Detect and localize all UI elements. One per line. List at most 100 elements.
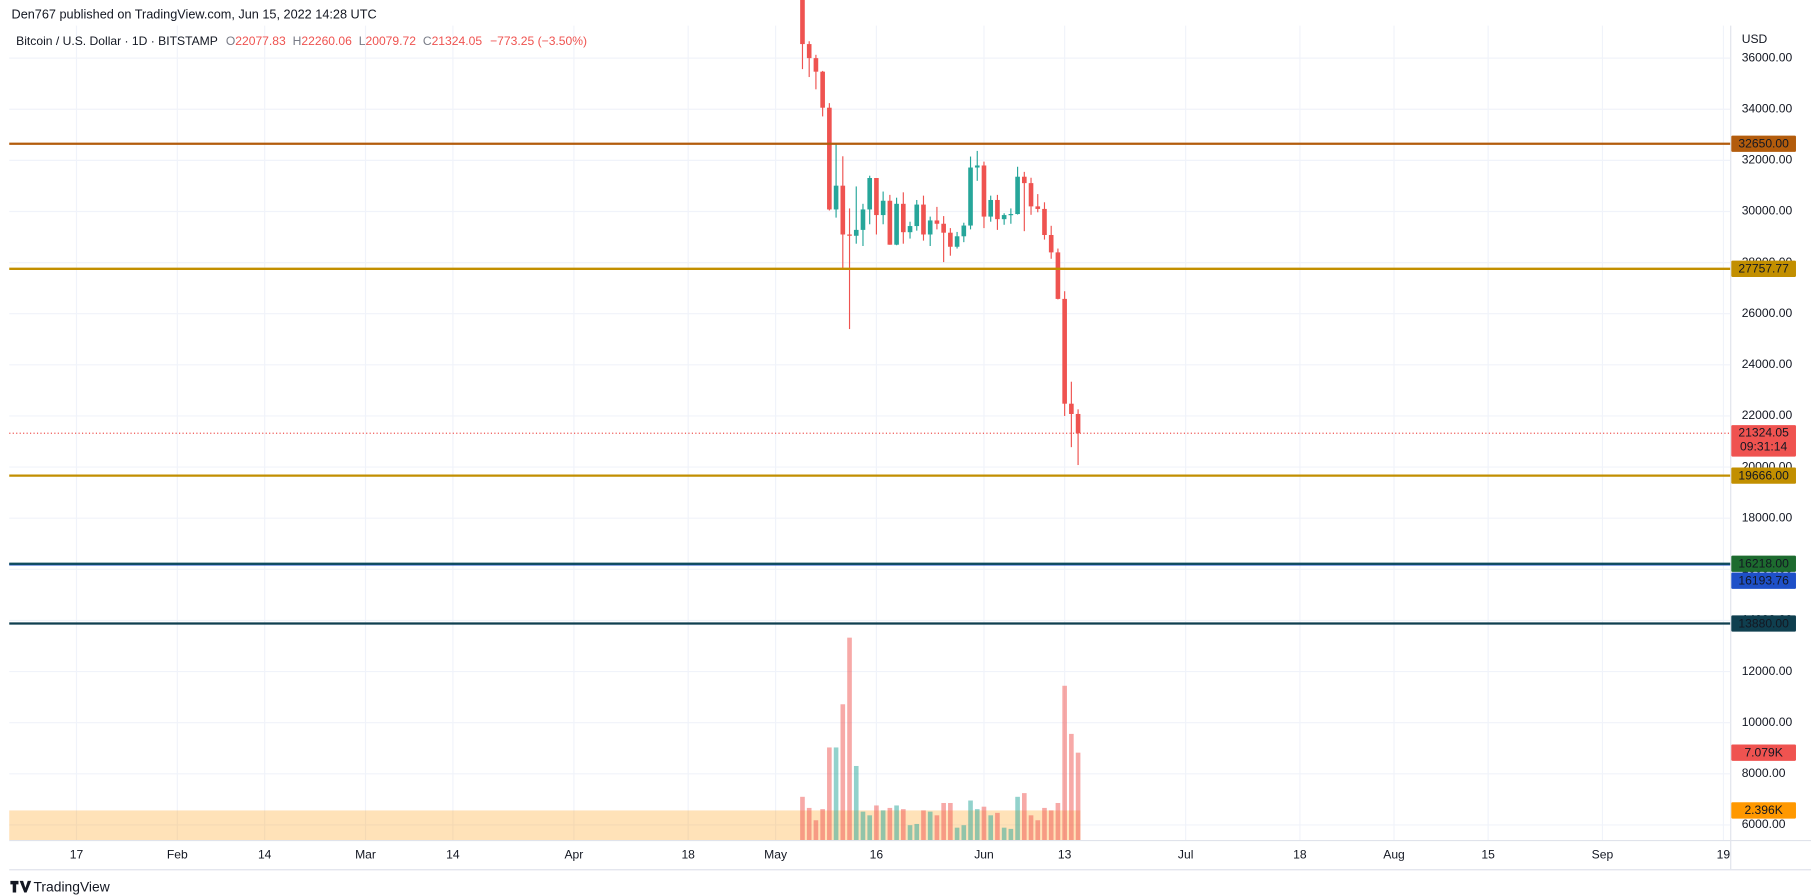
volume-bar — [874, 805, 879, 840]
volume-bar — [974, 809, 980, 840]
volume-bar — [1069, 733, 1074, 840]
volume-bar — [1075, 752, 1081, 840]
x-tick-label: Feb — [167, 847, 188, 861]
overlay: 17 Feb 14 Mar 14 Apr 18 May 16 Jun 13 Jul 18 Aug 15 Sep… — [70, 50, 1796, 861]
volume-bar — [968, 800, 973, 840]
x-tick-label: 13 — [1058, 847, 1072, 861]
candle-body — [981, 165, 987, 217]
candle-body — [954, 236, 960, 247]
volume-ma-label-bg — [1731, 802, 1796, 819]
candle-body — [907, 226, 913, 233]
x-tick-label: May — [764, 847, 788, 861]
candle-body — [833, 185, 839, 210]
x-tick-label: 14 — [258, 847, 272, 861]
x-tick-label: Sep — [1592, 847, 1614, 861]
x-tick-label: Mar — [355, 847, 376, 861]
volume-bar — [1021, 793, 1027, 840]
volume-bar — [880, 810, 886, 840]
c-value: 21324.05 — [432, 34, 483, 48]
candle-body — [1008, 214, 1014, 216]
y-tick-label: 8000.00 — [1742, 766, 1786, 780]
y-tick-label: 26000.00 — [1742, 306, 1793, 320]
candle-body — [934, 220, 940, 224]
volume-bar — [1028, 815, 1034, 840]
change: −773.25 (−3.50%) — [490, 34, 587, 48]
x-tick-label: 16 — [870, 847, 884, 861]
price-label: 21324.05 — [1738, 425, 1789, 439]
volume-bar — [907, 825, 913, 840]
o-letter: O — [226, 34, 235, 48]
candle-body — [1075, 413, 1081, 434]
volume-bar — [948, 802, 953, 840]
h-value: 22260.06 — [301, 34, 352, 48]
candle-body — [948, 232, 953, 247]
candle-body — [800, 0, 805, 45]
candle-body — [1015, 176, 1020, 215]
volume-ma-label: 2.396K — [1744, 803, 1782, 817]
y-tick-label: 10000.00 — [1742, 715, 1793, 729]
volume-label-bg — [1731, 744, 1796, 761]
footer-text: TradingView — [33, 878, 110, 894]
level-label: 16193.76 — [1738, 573, 1789, 587]
volume-bar — [840, 704, 846, 840]
volume-bar — [827, 747, 832, 840]
candle-body — [840, 185, 846, 235]
candle-body — [1069, 403, 1074, 414]
volume-ma-band — [9, 810, 1081, 840]
candle-body — [806, 44, 812, 59]
x-tick-label: 18 — [681, 847, 695, 861]
candle-body — [813, 58, 819, 72]
level-label-bg — [1731, 260, 1796, 277]
volume-bar — [961, 825, 967, 840]
volume-bar — [820, 809, 825, 840]
x-tick-label: Jun — [974, 847, 994, 861]
level-label-bg — [1731, 135, 1796, 152]
candle-body — [867, 178, 873, 210]
volume-bar — [914, 823, 920, 840]
y-tick-label: 6000.00 — [1742, 817, 1786, 831]
volume-label: 7.079K — [1744, 745, 1782, 759]
y-tick-label: 24000.00 — [1742, 357, 1793, 371]
level-label: 27757.77 — [1738, 262, 1789, 276]
x-tick-label: 17 — [70, 847, 84, 861]
candle-body — [1055, 252, 1061, 299]
x-tick-label: 19 — [1717, 847, 1731, 861]
candle-body — [1048, 235, 1054, 253]
candle-body — [894, 203, 899, 245]
marks — [9, 0, 1731, 840]
candle-body — [827, 107, 832, 210]
volume-bar — [1055, 802, 1061, 840]
o-value: 22077.83 — [235, 34, 286, 48]
volume-bar — [921, 810, 926, 840]
candle-body — [880, 200, 886, 216]
level-label-bg — [1731, 555, 1796, 572]
y-tick-label: 32000.00 — [1742, 153, 1793, 167]
volume-bar — [981, 806, 987, 840]
footer-logo: TradingView — [10, 878, 111, 895]
y-tick-label: 36000.00 — [1742, 50, 1793, 64]
candle-body — [961, 225, 967, 237]
volume-bar — [1008, 828, 1014, 840]
candle-body — [1028, 183, 1034, 207]
x-tick-label: Apr — [564, 847, 583, 861]
candle-body — [847, 234, 852, 236]
candle-body — [1042, 208, 1047, 236]
volume-bar — [887, 807, 893, 840]
candle-body — [853, 229, 859, 236]
level-label-bg — [1731, 467, 1796, 484]
level-label-bg — [1731, 572, 1796, 589]
volume-bar — [894, 805, 899, 840]
level-label-bg — [1731, 615, 1796, 632]
volume-bar — [988, 815, 994, 840]
candle-body — [1062, 298, 1067, 404]
candle-body — [1035, 206, 1041, 209]
level-label: 19666.00 — [1738, 468, 1789, 482]
candle-body — [900, 203, 906, 233]
volume-bar — [1035, 820, 1041, 840]
candle-body — [995, 199, 1000, 220]
volume-bar — [860, 811, 866, 840]
logo-icon — [10, 880, 32, 893]
price-label-bg — [1731, 425, 1796, 457]
